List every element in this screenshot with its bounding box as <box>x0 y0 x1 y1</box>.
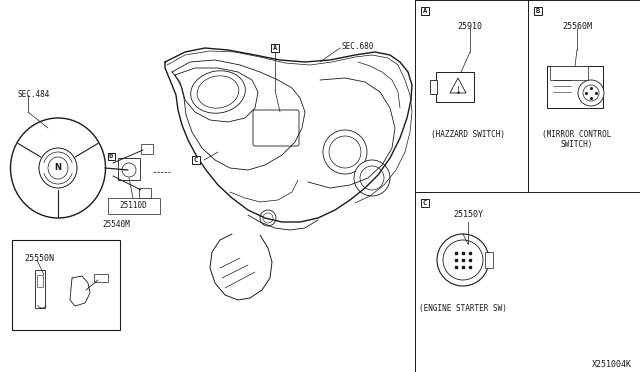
Bar <box>271 44 279 52</box>
Bar <box>421 7 429 15</box>
Circle shape <box>323 130 367 174</box>
Bar <box>430 80 437 94</box>
Text: 25560M: 25560M <box>562 22 592 31</box>
Circle shape <box>578 80 604 106</box>
Circle shape <box>329 136 361 168</box>
Bar <box>35 270 45 308</box>
Text: A: A <box>423 8 427 14</box>
Text: B: B <box>536 8 540 14</box>
Bar <box>118 158 140 180</box>
FancyBboxPatch shape <box>253 110 299 146</box>
Circle shape <box>360 166 384 190</box>
Circle shape <box>437 234 489 286</box>
Bar <box>141 144 153 154</box>
Text: (HAZZARD SWITCH): (HAZZARD SWITCH) <box>431 130 505 139</box>
Text: SEC.680: SEC.680 <box>342 42 374 51</box>
Text: b: b <box>109 153 113 159</box>
Circle shape <box>443 240 483 280</box>
Circle shape <box>583 85 599 101</box>
Bar <box>108 153 115 160</box>
Text: X251004K: X251004K <box>592 360 632 369</box>
Bar <box>94 274 108 282</box>
Bar <box>485 252 493 268</box>
Circle shape <box>260 210 276 226</box>
Text: C: C <box>423 200 427 206</box>
Bar <box>108 198 160 214</box>
Bar <box>139 188 151 198</box>
Text: 25910: 25910 <box>458 22 483 31</box>
Bar <box>436 72 474 102</box>
Bar <box>12 240 120 330</box>
Circle shape <box>354 160 390 196</box>
Text: (MIRROR CONTROL: (MIRROR CONTROL <box>542 130 612 139</box>
Polygon shape <box>450 78 466 93</box>
Text: A: A <box>273 45 277 51</box>
Text: (ENGINE STARTER SW): (ENGINE STARTER SW) <box>419 304 507 313</box>
Bar <box>534 7 542 15</box>
Bar <box>547 66 603 108</box>
Text: 25110D: 25110D <box>119 202 147 211</box>
Text: N: N <box>54 164 61 173</box>
Ellipse shape <box>10 118 106 218</box>
Text: 25550N: 25550N <box>24 254 54 263</box>
Ellipse shape <box>39 148 77 188</box>
Text: SEC.484: SEC.484 <box>18 90 51 99</box>
Ellipse shape <box>191 71 245 113</box>
Ellipse shape <box>48 157 68 179</box>
Bar <box>192 156 200 164</box>
Text: 25540M: 25540M <box>102 220 130 229</box>
Bar <box>550 66 588 80</box>
Text: C: C <box>194 157 198 163</box>
Ellipse shape <box>197 76 239 108</box>
Bar <box>37 275 43 287</box>
Circle shape <box>263 213 273 223</box>
Text: SWITCH): SWITCH) <box>561 140 593 149</box>
Bar <box>421 199 429 207</box>
Text: 25150Y: 25150Y <box>453 210 483 219</box>
Circle shape <box>122 163 136 177</box>
